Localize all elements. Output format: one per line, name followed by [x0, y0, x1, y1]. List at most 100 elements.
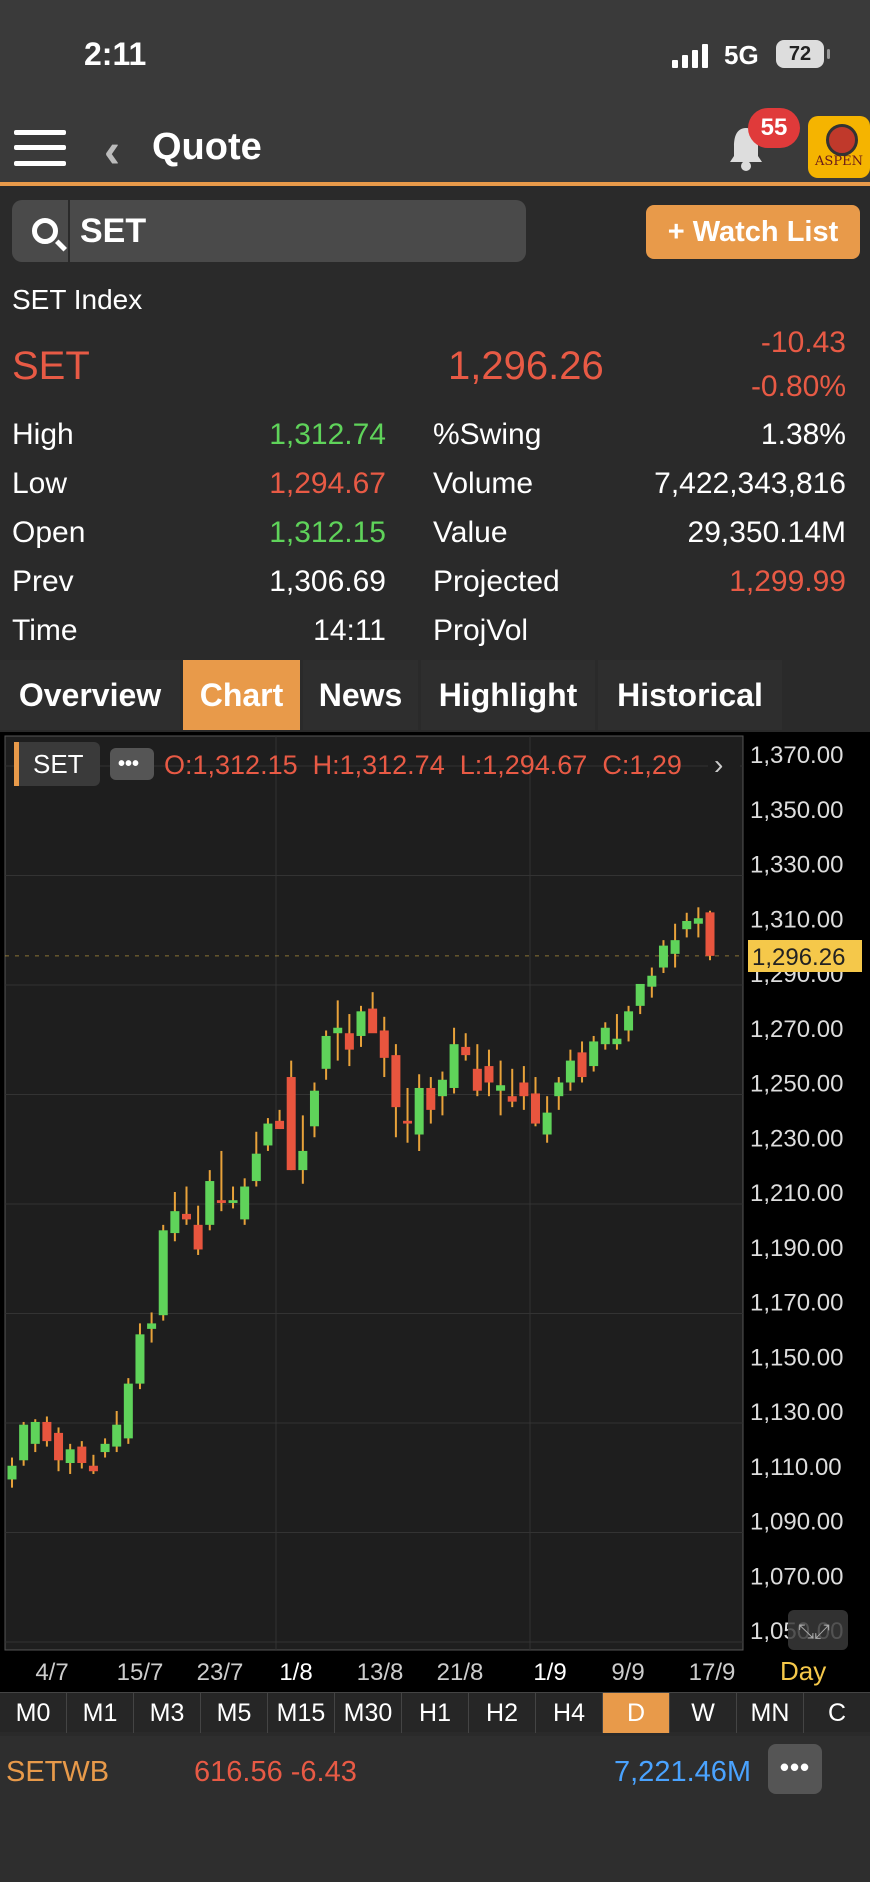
y-tick-label: 1,110.00	[750, 1454, 842, 1481]
projected-value: 1,299.99	[729, 565, 846, 598]
candle-body	[658, 945, 668, 968]
y-tick-label: 1,310.00	[750, 906, 843, 933]
candle-body	[391, 1055, 401, 1108]
timeframe-d[interactable]: D	[603, 1693, 670, 1733]
open-label: Open	[12, 516, 86, 549]
timeframe-m0[interactable]: M0	[0, 1693, 67, 1733]
timeframe-mn[interactable]: MN	[737, 1693, 804, 1733]
candle-body	[65, 1449, 75, 1464]
candles	[7, 907, 715, 1488]
candle-body	[624, 1011, 634, 1031]
candle-body	[461, 1046, 471, 1056]
last-price-label: 1,296.26	[752, 944, 845, 971]
candle-body	[635, 983, 645, 1006]
candle-body	[565, 1060, 575, 1083]
tab-historical[interactable]: Historical	[598, 660, 782, 730]
add-watchlist-button[interactable]: + Watch List	[646, 205, 860, 259]
candle-body	[182, 1213, 191, 1220]
y-axis: 1,370.001,350.001,330.001,310.001,290.00…	[750, 742, 843, 1645]
candle-body	[379, 1030, 389, 1058]
candle-body	[554, 1082, 564, 1097]
candle-body	[484, 1066, 494, 1083]
candle-body	[531, 1093, 540, 1124]
prev-label: Prev	[12, 565, 74, 598]
candle-body	[309, 1090, 319, 1127]
app-header: ‹ Quote 55 ASPEN	[0, 108, 870, 186]
candle-body	[251, 1153, 261, 1182]
timeframe-h4[interactable]: H4	[536, 1693, 603, 1733]
ohlc-readout: O:1,312.15 H:1,312.74 L:1,294.67 C:1,29	[164, 750, 682, 780]
candle-body	[426, 1087, 436, 1110]
y-tick-label: 1,070.00	[750, 1563, 843, 1590]
tab-chart[interactable]: Chart	[183, 660, 300, 730]
low-label: Low	[12, 467, 68, 500]
reset-zoom-icon[interactable]	[788, 1610, 848, 1650]
candlestick-chart[interactable]: 1,370.00 1,350.00 1,330.00 1,310.00 1,290.00…	[0, 732, 870, 1692]
candle-body	[123, 1383, 133, 1439]
tab-overview[interactable]: Overview	[0, 660, 180, 730]
period-label[interactable]: Day	[780, 1656, 826, 1686]
ticker-symbol[interactable]: SETWB	[6, 1756, 110, 1788]
menu-icon[interactable]	[14, 128, 66, 168]
candle-body	[705, 912, 715, 956]
candle-body	[77, 1446, 87, 1464]
x-tick-label: 13/8	[357, 1659, 404, 1686]
chart-symbol-chip[interactable]	[14, 742, 100, 786]
timeframe-h2[interactable]: H2	[469, 1693, 536, 1733]
candle-body	[205, 1181, 215, 1225]
timeframe-c[interactable]: C	[804, 1693, 870, 1733]
tab-news[interactable]: News	[303, 660, 418, 730]
y-tick-label: 1,170.00	[750, 1290, 843, 1317]
timeframe-m3[interactable]: M3	[134, 1693, 201, 1733]
candle-body	[298, 1150, 308, 1171]
time-value: 14:11	[313, 614, 386, 647]
x-tick-label: 23/7	[197, 1659, 244, 1686]
y-tick-label: 1,230.00	[750, 1125, 843, 1152]
candle-body	[158, 1230, 168, 1316]
candle-body	[30, 1421, 40, 1444]
status-time: 2:11	[84, 36, 147, 72]
expand-arrows-icon: ⤡⤢	[798, 1621, 830, 1643]
more-icon: •••	[118, 753, 139, 775]
candle-body	[321, 1035, 331, 1069]
y-tick-label: 1,250.00	[750, 1071, 843, 1098]
x-tick-label: 1/9	[533, 1659, 566, 1686]
tab-highlight[interactable]: Highlight	[421, 660, 595, 730]
y-tick-label: 1,190.00	[750, 1235, 843, 1262]
y-tick-label: 1,370.00	[750, 742, 843, 769]
timeframe-h1[interactable]: H1	[402, 1693, 469, 1733]
ohlc-next-icon[interactable]: ›	[714, 749, 723, 780]
timeframe-w[interactable]: W	[670, 1693, 737, 1733]
candle-body	[286, 1077, 296, 1171]
price-change-pct: -0.80%	[750, 370, 846, 403]
candle-body	[42, 1421, 52, 1442]
ohlc-overflow-mask	[708, 746, 740, 782]
chart-menu-button[interactable]	[110, 748, 154, 780]
timeframe-m5[interactable]: M5	[201, 1693, 268, 1733]
candle-body	[368, 1008, 378, 1034]
x-tick-label: 17/9	[689, 1659, 736, 1686]
candle-body	[147, 1323, 157, 1329]
candle-body	[612, 1038, 622, 1045]
chip-accent	[14, 742, 19, 786]
x-tick-label: 21/8	[437, 1659, 484, 1686]
back-chevron-icon[interactable]: ‹	[104, 125, 120, 178]
high-value: 1,312.74	[269, 418, 386, 451]
search-value: SET	[80, 212, 147, 250]
ticker-more-button[interactable]: •••	[768, 1744, 822, 1794]
timeframe-m15[interactable]: M15	[268, 1693, 335, 1733]
search-input[interactable]: SET	[12, 200, 526, 262]
timeframe-m1[interactable]: M1	[67, 1693, 134, 1733]
network-type: 5G	[724, 40, 759, 70]
timeframe-m30[interactable]: M30	[335, 1693, 402, 1733]
candle-body	[507, 1096, 517, 1102]
candle-body	[519, 1082, 529, 1097]
quote-tabs: Overview Chart News Highlight Historical	[0, 660, 870, 730]
aspen-logo[interactable]: ASPEN	[808, 116, 870, 178]
candle-body	[344, 1033, 354, 1050]
candle-body	[542, 1112, 552, 1135]
candle-body	[275, 1120, 285, 1130]
candle-body	[472, 1068, 482, 1091]
swing-value: 1.38%	[760, 418, 846, 451]
x-tick-label: 4/7	[35, 1659, 68, 1686]
